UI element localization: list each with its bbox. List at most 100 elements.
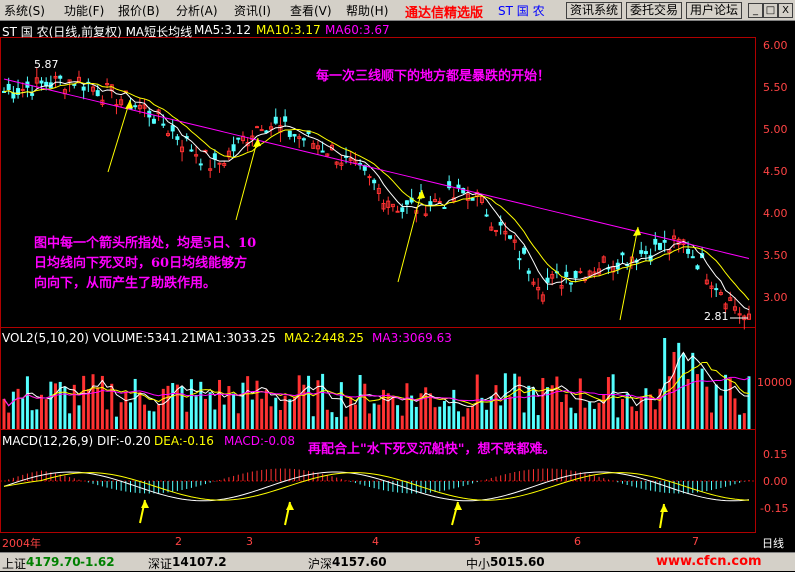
candle [564,271,569,278]
candle [573,270,578,279]
vol-ma2-line [3,361,750,407]
ma60-value: MA60:3.67 [325,23,390,37]
candle [372,179,377,184]
maximize-icon[interactable]: □ [763,3,778,18]
candle [484,214,489,217]
close-icon[interactable]: X [778,3,793,18]
volume-bar [255,380,259,429]
volume-bar [72,384,76,429]
volume-tick: 10000 [757,376,792,389]
candle [376,187,381,194]
candle [512,239,517,243]
volume-bar [602,394,606,429]
volume-bar [293,396,297,429]
menu-help[interactable]: 帮助(H) [346,4,389,18]
candle [255,126,260,129]
date-label: 3 [246,535,253,548]
volume-bar [644,388,648,429]
volume-bar [283,395,287,429]
candle [747,313,751,320]
macd-arrow-head-icon [454,502,462,510]
volume-bar [203,398,207,429]
annotation-top: 每一次三线顺下的地方都是暴跌的开始！ [316,69,551,84]
candle [522,247,527,254]
chart-area[interactable]: ST 国 农(日线,前复权) MA短长均线 MA5:3.12 MA10:3.17… [0,20,795,552]
volume-bar [363,383,367,429]
candle [639,250,644,254]
volume-bar [635,411,639,429]
dea-value: DEA:-0.16 [154,434,214,448]
volume-bar [569,407,573,429]
main-chart-title: ST 国 农(日线,前复权) MA短长均线 [2,25,193,39]
volume-bar [138,392,142,429]
volume-bar [564,394,568,429]
volume-bar [517,376,521,429]
candle [105,82,110,86]
trade-button[interactable]: 委托交易 [626,2,683,19]
hs-index-value: 4157.60 [332,555,387,569]
candle [142,104,147,109]
hs-label: 沪深 [308,557,333,571]
candle [433,199,438,203]
forum-button[interactable]: 用户论坛 [686,2,743,19]
volume-bar [583,407,587,429]
candle [386,200,391,208]
volume-bar [452,389,456,429]
menu-function[interactable]: 功能(F) [64,4,105,18]
volume-bar [7,412,11,429]
price-tick: 3.00 [763,291,788,304]
ma10-line [3,81,750,301]
volume-bar [194,395,198,429]
volume-bar [316,380,320,429]
menu-system[interactable]: 系统(S) [4,4,45,18]
volume-bar [86,389,90,429]
candle [479,195,484,204]
annotation-left-3: 向向下，从而产生了助跌作用。 [34,276,217,291]
candle [578,271,583,274]
volume-bar [733,398,737,429]
watermark: www.cfcn.com [656,554,762,569]
volume-bar [21,398,25,429]
minimize-icon[interactable]: _ [748,3,763,18]
volume-bar [11,391,15,429]
candle [686,248,691,254]
info-system-button[interactable]: 资讯系统 [566,2,623,19]
candle [526,270,531,274]
candle [161,123,166,126]
volume-bar [620,398,624,429]
volume-bar [325,409,329,429]
ma60-line [3,78,750,259]
candle [395,210,400,213]
candle [119,99,124,106]
volume-bar [522,412,526,429]
period-tab[interactable]: 日线 [762,537,784,550]
volume-bar [410,395,414,429]
volume-bar [719,395,723,429]
macd-tick: 0.00 [763,475,788,488]
menu-info[interactable]: 资讯(I) [234,4,271,18]
volume-bar [16,388,20,429]
date-label: 5 [474,535,481,548]
volume-bar [157,404,161,429]
candle [320,150,325,153]
price-tick: 4.50 [763,165,788,178]
stock-chart[interactable] [0,20,795,552]
volume-bar [424,387,428,429]
candle [81,86,86,91]
vol-ma1-value: MA1:3033.25 [196,331,276,345]
candle [315,145,320,150]
candle [442,206,447,209]
volume-bar [185,411,189,429]
vol-ma1-line [3,351,750,409]
menu-bar: 系统(S) 功能(F) 报价(B) 分析(A) 资讯(I) 查看(V) 帮助(H… [0,0,795,21]
candle [259,129,264,132]
menu-analysis[interactable]: 分析(A) [176,4,218,18]
menu-quote[interactable]: 报价(B) [118,4,160,18]
candle [559,285,564,289]
volume-bar [110,383,114,429]
volume-bar [611,374,615,429]
menu-view[interactable]: 查看(V) [290,4,332,18]
volume-bar [578,378,582,429]
candle [620,252,625,256]
volume-bar [489,396,493,429]
